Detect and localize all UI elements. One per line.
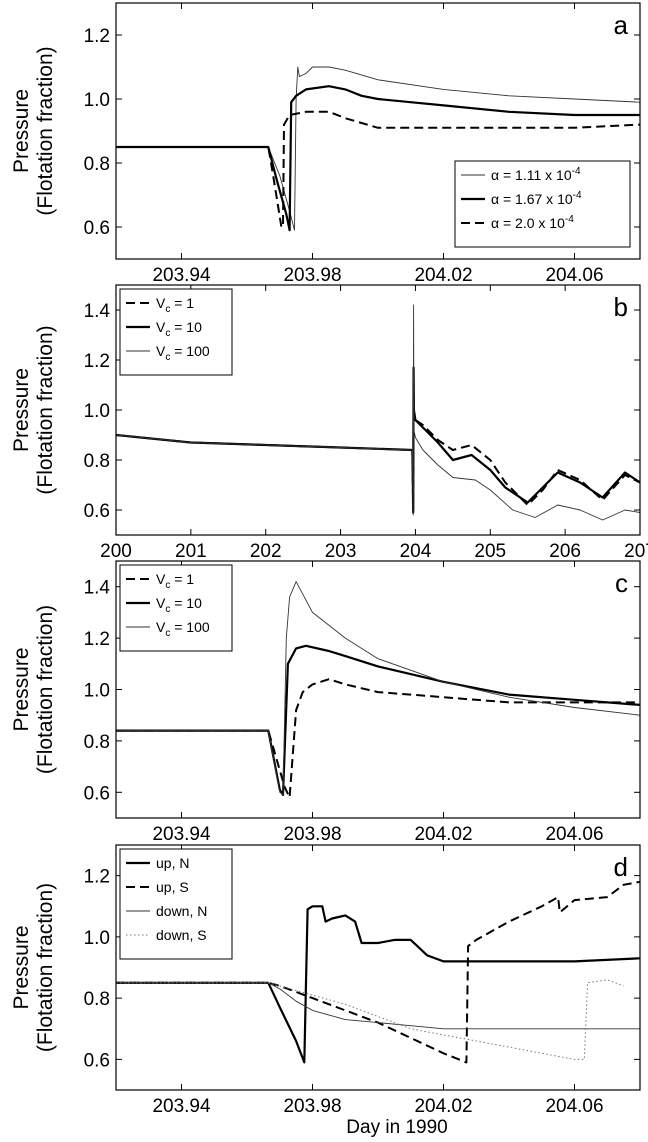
- legend-entry-a-1: α = 1.67 x 10-4: [491, 190, 582, 207]
- x-tick-label-c: 204.02: [414, 824, 472, 845]
- series-line-c-1: [116, 646, 640, 795]
- y-tick-label-b: 1.2: [84, 351, 110, 372]
- y-tick-label-b: 0.6: [84, 501, 110, 522]
- legend-a: α = 1.11 x 10-4 α = 1.67 x 10-4 α = 2.0 x …: [455, 161, 630, 247]
- panel-a: 203.94 203.98 204.02 204.06 0.6 0.8 1.0 1.2 Pres…: [10, 3, 640, 286]
- x-tick-label-d: 204.02: [414, 1096, 472, 1117]
- legend-entry-d-0: up, N: [156, 855, 189, 871]
- panel-d: 203.94 203.98 204.02 204.06 0.6 0.8 1.0 1.2 Pres…: [10, 845, 640, 1117]
- y-tick-label-b: 1.4: [84, 301, 111, 322]
- x-tick-label-b: 200: [100, 541, 132, 562]
- y-tick-label-a: 0.6: [84, 218, 110, 239]
- x-tick-label-b: 201: [175, 541, 207, 562]
- y-axis-label-a-line2: (Flotation fraction): [34, 46, 57, 215]
- x-tick-label-a: 204.06: [545, 265, 603, 286]
- panel-b: 200 201 202 203 204 205 206 207 0.6 0.8 1.0 1.2 1.4 P…: [10, 285, 648, 562]
- series-line-c-0: [116, 679, 640, 797]
- x-tick-label-d: 204.06: [545, 1096, 603, 1117]
- series-line-b-1: [116, 368, 640, 513]
- legend-entry-d-2: down, N: [156, 903, 207, 919]
- x-tick-label-c: 204.06: [545, 824, 603, 845]
- x-tick-label-a: 203.98: [283, 265, 341, 286]
- x-tick-label-b: 205: [474, 541, 506, 562]
- y-tick-label-d: 0.8: [84, 989, 110, 1010]
- y-axis-label-b-line2: (Flotation fraction): [34, 325, 57, 494]
- x-tick-label-b: 206: [549, 541, 581, 562]
- legend-d: up, N up, S down, N down, S: [120, 849, 232, 959]
- panel-letter-a: a: [614, 10, 629, 40]
- x-tick-label-c: 203.94: [152, 824, 211, 845]
- y-tick-label-c: 1.4: [84, 578, 111, 599]
- x-tick-label-b: 207: [624, 541, 648, 562]
- legend-entry-a-0: α = 1.11 x 10-4: [491, 166, 581, 183]
- panel-letter-b: b: [614, 292, 628, 322]
- legend-entry-a-2: α = 2.0 x 10-4: [491, 214, 574, 231]
- y-axis-label-c-line2: (Flotation fraction): [34, 605, 57, 774]
- y-tick-label-b: 1.0: [84, 401, 110, 422]
- x-tick-label-a: 204.02: [414, 265, 472, 286]
- legend-entry-d-3: down, S: [156, 927, 207, 943]
- y-axis-label-c: Pressure: [10, 647, 33, 731]
- y-tick-label-a: 1.0: [84, 90, 110, 111]
- y-axis-label-b: Pressure: [10, 368, 33, 452]
- figure-x-axis-label: Day in 1990: [346, 1117, 447, 1138]
- y-axis-label-a: Pressure: [10, 89, 33, 173]
- y-tick-label-d: 0.6: [84, 1050, 110, 1071]
- series-line-b-0: [116, 385, 640, 510]
- y-tick-label-c: 1.0: [84, 681, 110, 702]
- legend-entry-d-1: up, S: [156, 879, 189, 895]
- y-tick-label-b: 0.8: [84, 451, 110, 472]
- y-tick-label-a: 0.8: [84, 154, 110, 175]
- x-tick-label-c: 203.98: [283, 824, 341, 845]
- y-tick-label-d: 1.2: [84, 867, 110, 888]
- y-tick-label-c: 0.8: [84, 732, 110, 753]
- x-tick-label-d: 203.98: [283, 1096, 341, 1117]
- x-tick-label-b: 202: [250, 541, 282, 562]
- x-tick-label-b: 204: [400, 541, 432, 562]
- y-tick-label-a: 1.2: [84, 26, 110, 47]
- y-tick-label-c: 1.2: [84, 629, 110, 650]
- panel-letter-c: c: [615, 568, 628, 598]
- x-tick-label-a: 203.94: [152, 265, 211, 286]
- panel-letter-d: d: [614, 852, 628, 882]
- y-tick-label-d: 1.0: [84, 928, 110, 949]
- x-tick-label-b: 203: [325, 541, 357, 562]
- y-axis-label-d-line2: (Flotation fraction): [34, 883, 57, 1052]
- panel-c: 203.94 203.98 204.02 204.06 0.6 0.8 1.0 1.2 1.4 P…: [10, 561, 640, 845]
- y-axis-label-d: Pressure: [10, 925, 33, 1009]
- panels: 203.94 203.98 204.02 204.06 0.6 0.8 1.0 1.2 Pres…: [10, 3, 648, 1117]
- x-tick-label-d: 203.94: [152, 1096, 211, 1117]
- y-tick-label-c: 0.6: [84, 783, 110, 804]
